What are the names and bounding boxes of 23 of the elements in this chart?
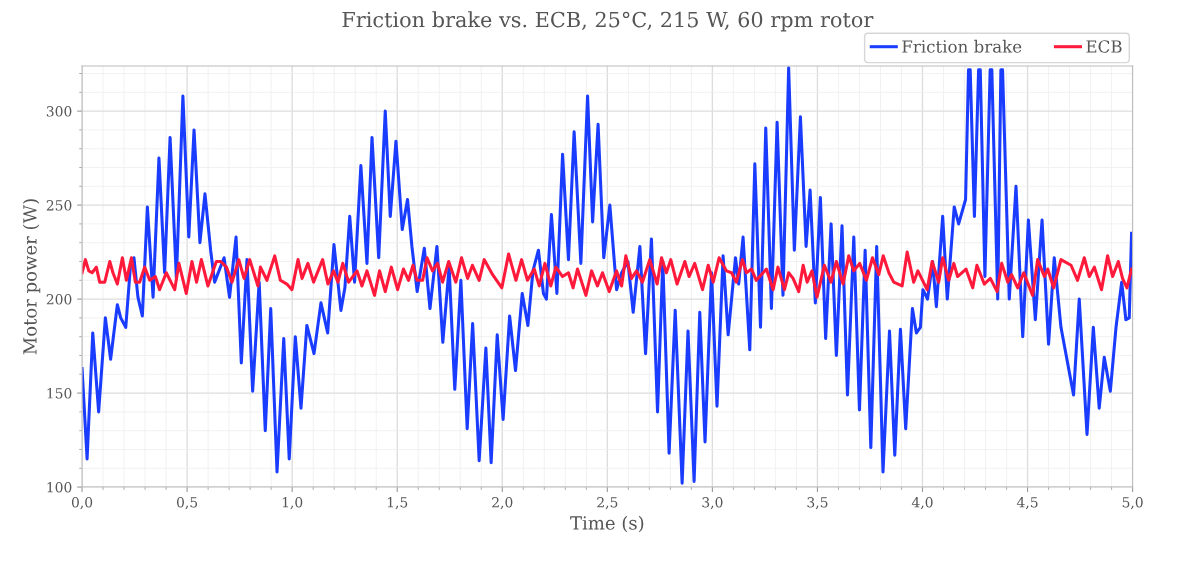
x-tick-label: 5,0 xyxy=(1122,497,1143,510)
x-tick-label: 1,5 xyxy=(387,497,408,510)
x-tick-label: 1,0 xyxy=(282,497,303,510)
x-tick-label: 2,0 xyxy=(492,497,513,510)
legend-label: Friction brake xyxy=(902,39,1022,53)
y-tick-label: 250 xyxy=(46,200,72,211)
x-axis-title: Time (s) xyxy=(570,515,644,533)
chart-title: Friction brake vs. ECB, 25°C, 215 W, 60 rpm rotor xyxy=(342,11,874,32)
y-tick-label: 300 xyxy=(46,106,72,117)
x-tick-label: 4,0 xyxy=(911,497,933,510)
x-tick-label: 3,0 xyxy=(702,497,723,510)
y-axis-title: Motor power (W) xyxy=(22,199,41,355)
x-tick-label: 0,0 xyxy=(71,497,93,510)
line-series xyxy=(82,250,1133,299)
x-tick-label: 0,5 xyxy=(176,497,198,510)
y-tick-label: 200 xyxy=(46,294,72,305)
line-series xyxy=(82,66,1133,485)
x-tick-label: 3,5 xyxy=(807,497,828,510)
y-tick-label: 150 xyxy=(47,388,72,399)
x-tick-label: 2,5 xyxy=(597,497,618,510)
x-tick-label: 4,5 xyxy=(1016,497,1038,510)
y-tick-label: 100 xyxy=(47,482,72,493)
legend-label: ECB xyxy=(1086,40,1122,53)
